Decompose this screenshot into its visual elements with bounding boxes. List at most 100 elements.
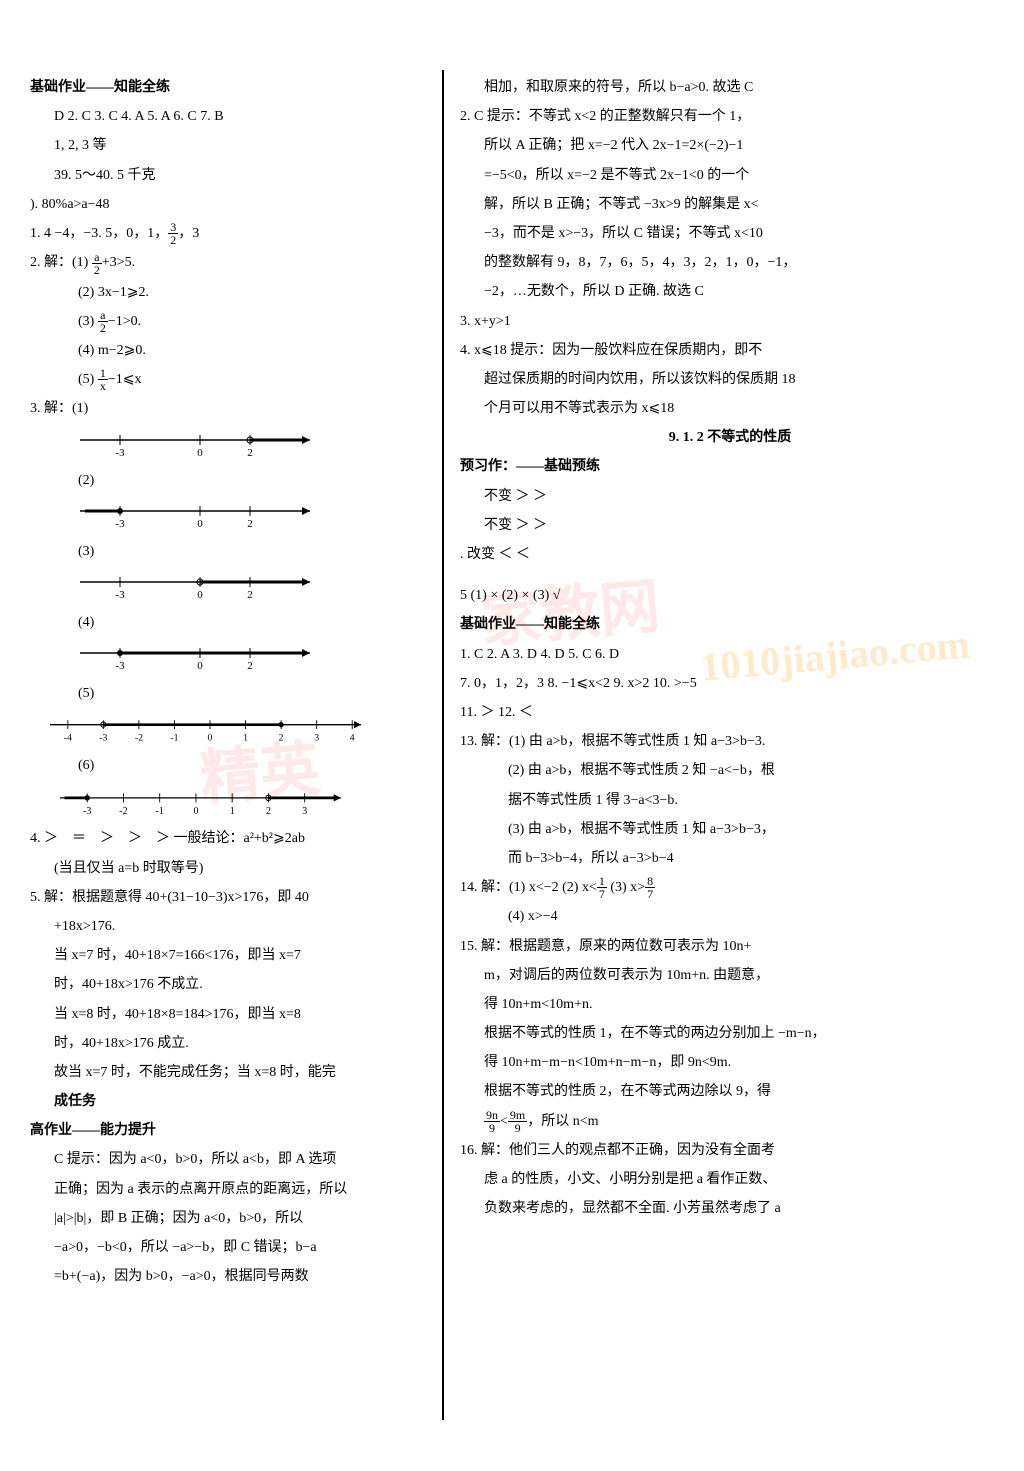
answer-text: (2) 3x−1⩾2. bbox=[30, 280, 435, 305]
text: −1⩽x bbox=[108, 372, 142, 387]
text: (3) x> bbox=[607, 880, 645, 895]
svg-text:2: 2 bbox=[266, 806, 271, 817]
answer-text: 故当 x=7 时，不能完成任务；当 x=8 时，能完 bbox=[30, 1060, 435, 1085]
answer-text: 超过保质期的时间内饮用，所以该饮料的保质期 18 bbox=[460, 367, 1000, 392]
text: (5) bbox=[78, 372, 98, 387]
answer-text: (2) 由 a>b，根据不等式性质 2 知 −a<−b，根 bbox=[460, 758, 1000, 783]
answer-text: (4) m−2⩾0. bbox=[30, 338, 435, 363]
fraction: 9n9 bbox=[484, 1109, 500, 1134]
text: < bbox=[500, 1114, 508, 1129]
svg-text:2: 2 bbox=[247, 447, 253, 459]
text: −1>0. bbox=[108, 314, 141, 329]
answer-text: 4. x⩽18 提示：因为一般饮料应在保质期内，即不 bbox=[460, 338, 1000, 363]
header-basic-2: 基础作业——知能全练 bbox=[460, 612, 1000, 637]
svg-text:-3: -3 bbox=[115, 660, 125, 672]
svg-text:0: 0 bbox=[197, 518, 203, 530]
answer-text: 据不等式性质 1 得 3−a<3−b. bbox=[460, 788, 1000, 813]
svg-text:0: 0 bbox=[197, 447, 203, 459]
svg-text:0: 0 bbox=[197, 660, 203, 672]
answer-text: 16. 解：他们三人的观点都不正确，因为没有全面考 bbox=[460, 1138, 1000, 1163]
header-preview: 预习作：——基础预练 bbox=[460, 454, 1000, 479]
answer-text: 根据不等式的性质 1，在不等式的两边分别加上 −m−n， bbox=[460, 1021, 1000, 1046]
svg-text:-3: -3 bbox=[83, 806, 91, 817]
answer-text: 得 10n+m<10m+n. bbox=[460, 992, 1000, 1017]
answer-text: 9n9<9m9，所以 n<m bbox=[460, 1109, 1000, 1134]
answer-text: ). 80%a>a−48 bbox=[30, 192, 435, 217]
answer-text: 当 x=7 时，40+18×7=166<176，即当 x=7 bbox=[30, 943, 435, 968]
q3-label: 3. 解：(1) bbox=[30, 396, 435, 421]
svg-text:-3: -3 bbox=[99, 733, 107, 744]
answer-text: 14. 解：(1) x<−2 (2) x<17 (3) x>87 bbox=[460, 875, 1000, 900]
number-line-2: -3 0 2 bbox=[80, 501, 320, 531]
answer-text: −2，…无数个，所以 D 正确. 故选 C bbox=[460, 279, 1000, 304]
fraction: a2 bbox=[92, 251, 102, 276]
answer-text: (4) x>−4 bbox=[460, 904, 1000, 929]
svg-text:0: 0 bbox=[208, 733, 213, 744]
fraction: 1x bbox=[98, 367, 108, 392]
answer-text: 相加，和取原来的符号，所以 b−a>0. 故选 C bbox=[460, 75, 1000, 100]
svg-text:-3: -3 bbox=[115, 589, 125, 601]
column-divider bbox=[442, 70, 444, 1420]
answer-text: 7. 0，1，2，3 8. −1⩽x<2 9. x>2 10. >−5 bbox=[460, 671, 1000, 696]
answer-text: 的整数解有 9，8，7，6，5，4，3，2，1，0，−1， bbox=[460, 250, 1000, 275]
svg-text:-3: -3 bbox=[115, 518, 125, 530]
number-line-5: -4 -3 -2 -1 0 1 2 3 4 bbox=[50, 714, 370, 745]
fraction: 17 bbox=[597, 875, 607, 900]
q3-5-label: (5) bbox=[30, 681, 435, 706]
svg-text:3: 3 bbox=[314, 733, 319, 744]
answer-text: 不变 ＞ ＞ bbox=[460, 484, 1000, 509]
svg-text:-1: -1 bbox=[156, 806, 164, 817]
answer-row-1: D 2. C 3. C 4. A 5. A 6. C 7. B bbox=[30, 104, 435, 129]
svg-text:2: 2 bbox=[247, 660, 253, 672]
right-column: 相加，和取原来的符号，所以 b−a>0. 故选 C 2. C 提示：不等式 x<… bbox=[460, 75, 1000, 1226]
svg-text:4: 4 bbox=[350, 733, 355, 744]
answer-text: 当 x=8 时，40+18×8=184>176，即当 x=8 bbox=[30, 1002, 435, 1027]
answer-text: 2. 解：(1) a2+3>5. bbox=[30, 250, 435, 275]
answer-text: 11. ＞ 12. ＜ bbox=[460, 700, 1000, 725]
answer-text: 5. 解：根据题意得 40+(31−10−3)x>176，即 40 bbox=[30, 885, 435, 910]
answer-text: 个月可以用不等式表示为 x⩽18 bbox=[460, 396, 1000, 421]
text: 2. 解：(1) bbox=[30, 255, 92, 270]
svg-text:0: 0 bbox=[193, 806, 198, 817]
number-line-6: -3 -2 -1 0 1 2 3 bbox=[60, 787, 350, 819]
number-line-4: -3 0 2 bbox=[80, 643, 320, 673]
answer-text: 成任务 bbox=[30, 1089, 435, 1114]
svg-text:-4: -4 bbox=[64, 733, 72, 744]
text: 14. 解：(1) x<−2 (2) x< bbox=[460, 880, 597, 895]
svg-text:1: 1 bbox=[243, 733, 248, 744]
answer-text: 1. 4 −4，−3. 5，0，1，32，3 bbox=[30, 221, 435, 246]
svg-text:-1: -1 bbox=[170, 733, 178, 744]
number-line-1: -3 0 2 bbox=[80, 430, 320, 460]
answer-text: 得 10n+m−m−n<10m+n−m−n，即 9n<9m. bbox=[460, 1050, 1000, 1075]
q3-2-label: (2) bbox=[30, 468, 435, 493]
answer-text: 13. 解：(1) 由 a>b，根据不等式性质 1 知 a−3>b−3. bbox=[460, 729, 1000, 754]
answer-text: (3) 由 a>b，根据不等式性质 1 知 a−3>b−3， bbox=[460, 817, 1000, 842]
svg-text:2: 2 bbox=[279, 733, 284, 744]
header-basic: 基础作业——知能全练 bbox=[30, 75, 435, 100]
answer-text: 解，所以 B 正确；不等式 −3x>9 的解集是 x< bbox=[460, 192, 1000, 217]
answer-text: 3. x+y>1 bbox=[460, 309, 1000, 334]
answer-text: 正确；因为 a 表示的点离开原点的距离远，所以 bbox=[30, 1177, 435, 1202]
answer-text: 所以 A 正确；把 x=−2 代入 2x−1=2×(−2)−1 bbox=[460, 133, 1000, 158]
answer-text: (5) 1x−1⩽x bbox=[30, 367, 435, 392]
answer-text: −3，而不是 x>−3，所以 C 错误；不等式 x<10 bbox=[460, 221, 1000, 246]
fraction: a2 bbox=[98, 309, 108, 334]
answer-text: (3) a2−1>0. bbox=[30, 309, 435, 334]
svg-text:-3: -3 bbox=[115, 447, 125, 459]
answer-text: 负数来考虑的，显然都不全面. 小芳虽然考虑了 a bbox=[460, 1196, 1000, 1221]
fraction: 87 bbox=[645, 875, 655, 900]
answer-text: 39. 5～40. 5 千克 bbox=[30, 163, 435, 188]
answer-text: =b+(−a)，因为 b>0，−a>0，根据同号两数 bbox=[30, 1264, 435, 1289]
q3-4-label: (4) bbox=[30, 610, 435, 635]
answer-text: 不变 ＞ ＞ bbox=[460, 513, 1000, 538]
answer-text: m，对调后的两位数可表示为 10m+n. 由题意， bbox=[460, 963, 1000, 988]
answer-text: 时，40+18x>176 成立. bbox=[30, 1031, 435, 1056]
svg-text:0: 0 bbox=[197, 589, 203, 601]
q3-6-label: (6) bbox=[30, 753, 435, 778]
answer-text: 15. 解：根据题意，原来的两位数可表示为 10n+ bbox=[460, 934, 1000, 959]
svg-text:3: 3 bbox=[302, 806, 307, 817]
answer-text: 1. C 2. A 3. D 4. D 5. C 6. D bbox=[460, 642, 1000, 667]
answer-text: 虑 a 的性质，小文、小明分别是把 a 看作正数、 bbox=[460, 1167, 1000, 1192]
text: ，3 bbox=[178, 226, 199, 241]
answer-text: =−5<0，所以 x=−2 是不等式 2x−1<0 的一个 bbox=[460, 163, 1000, 188]
